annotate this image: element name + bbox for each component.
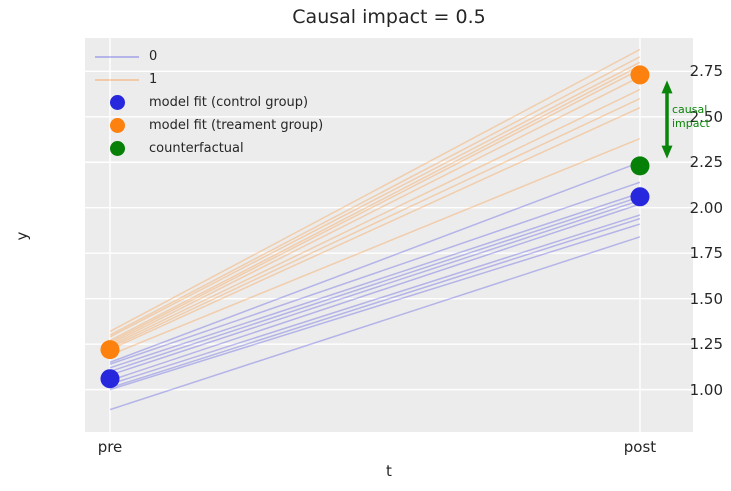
legend-item-label: model fit (treament group) [149,118,324,133]
control-point-pre [100,369,120,389]
control-unit-line [109,196,641,373]
counterfactual-point-post [630,156,650,176]
causal-impact-annotation: causal impact [672,103,710,130]
chart-title: Causal impact = 0.5 [292,6,486,28]
control-unit-line [109,181,641,365]
counterfactual-dot-swatch [109,141,125,156]
control-unit-line [109,214,641,385]
plot-svg [85,38,693,432]
y-tick-label: 2.00 [689,198,723,217]
legend-item-label: counterfactual [149,141,244,156]
y-tick-label: 1.00 [689,380,723,399]
treatment-unit-line [109,137,641,356]
plot-background [85,38,693,432]
y-tick-label: 2.50 [689,107,723,126]
treatment-unit-line [109,106,641,351]
control-dot-swatch [109,95,125,110]
legend: 0 1 model fit (control group) model fit … [95,45,323,160]
control-unit-line [109,217,641,389]
y-axis-label: y [13,231,31,241]
legend-item-model-fit-treatment: model fit (treament group) [95,114,323,137]
treatment-unit-line [109,56,641,336]
legend-item-group-1: 1 [95,68,323,91]
x-tick-label: post [623,438,657,456]
treatment-point-post [630,65,650,85]
y-tick-label: 2.75 [689,62,723,81]
control-line-swatch [95,55,139,58]
y-tick-label: 1.50 [689,289,723,308]
legend-item-label: 0 [149,49,158,64]
treatment-unit-line [109,76,641,345]
control-unit-line [109,223,641,391]
legend-item-counterfactual: counterfactual [95,137,323,160]
control-unit-line [109,203,641,382]
control-unit-line [109,236,641,411]
y-tick-label: 1.25 [689,335,723,354]
treatment-unit-line [109,88,641,347]
arrow-down-head-icon [661,145,673,159]
control-unit-line [109,199,641,376]
control-point-post [630,187,650,207]
legend-item-label: model fit (control group) [149,95,309,110]
legend-item-label: 1 [149,72,158,87]
treatment-unit-line [109,68,641,343]
treatment-unit-line [109,97,641,349]
treatment-unit-line [109,61,641,338]
treatment-dot-swatch [109,118,125,133]
treatment-unit-line [109,48,641,333]
treatment-point-pre [100,340,120,360]
y-tick-label: 2.25 [689,153,723,172]
x-axis-label: t [386,462,392,480]
y-tick-label: 1.75 [689,244,723,263]
x-tick-label: pre [97,438,123,456]
plot-area [85,38,693,432]
arrow-up-head-icon [661,80,673,94]
control-unit-line [109,161,641,364]
treatment-line-swatch [95,78,139,81]
control-unit-line [109,192,641,369]
legend-item-group-0: 0 [95,45,323,68]
legend-item-model-fit-control: model fit (control group) [95,91,323,114]
treatment-unit-line [109,65,641,342]
